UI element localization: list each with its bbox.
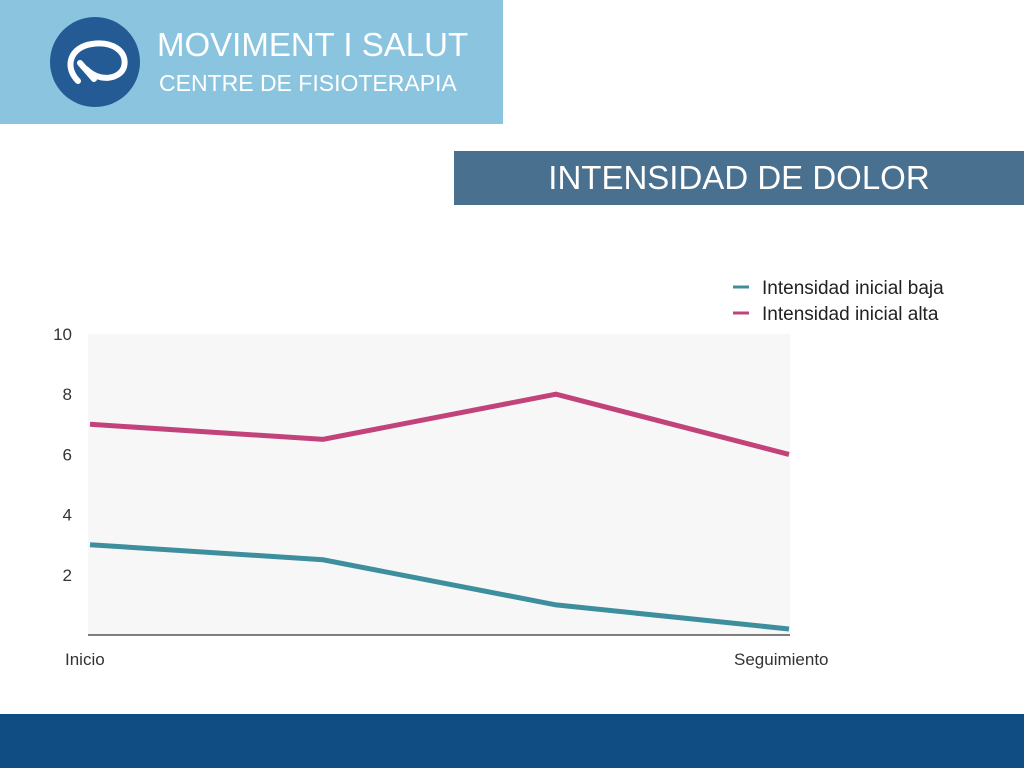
plot-area <box>88 334 790 635</box>
legend-label: Intensidad inicial baja <box>762 278 944 299</box>
y-tick-label: 4 <box>63 506 72 525</box>
y-tick-label: 2 <box>63 566 72 585</box>
logo <box>50 17 140 107</box>
footer-bar <box>0 714 1024 768</box>
y-tick-label: 10 <box>53 325 72 344</box>
y-tick-label: 6 <box>63 445 72 464</box>
legend: Intensidad inicial baja Intensidad inici… <box>733 278 944 325</box>
brand-name: MOVIMENT I SALUT <box>157 26 469 63</box>
brand-subtitle: CENTRE DE FISIOTERAPIA <box>159 70 457 96</box>
series-line <box>89 542 790 632</box>
page-title: INTENSIDAD DE DOLOR <box>454 151 1024 205</box>
y-tick-label: 8 <box>63 385 72 404</box>
loop-icon <box>67 40 128 84</box>
x-tick-label: Inicio <box>65 650 105 669</box>
header-banner: MOVIMENT I SALUT CENTRE DE FISIOTERAPIA <box>0 0 503 124</box>
line-chart: 2 4 6 8 10 Inicio Seguimiento Intensidad ini… <box>53 278 944 669</box>
x-tick-label: Seguimiento <box>734 650 829 669</box>
series-line <box>89 391 790 457</box>
legend-label: Intensidad inicial alta <box>762 304 939 325</box>
